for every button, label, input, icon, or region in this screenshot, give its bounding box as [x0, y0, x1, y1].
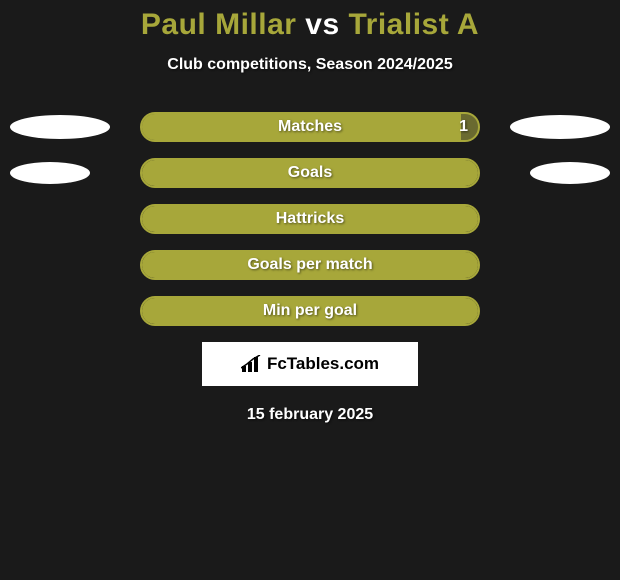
stat-row-min-per-goal: Min per goal: [0, 296, 620, 326]
bar-fill: [142, 160, 478, 186]
player1-marker: [10, 162, 90, 184]
bar-track: Goals per match: [140, 250, 480, 280]
bars-icon: [241, 355, 263, 373]
player1-marker: [10, 115, 110, 139]
stat-row-goals: Goals: [0, 158, 620, 188]
stat-value-right: 1: [459, 118, 468, 136]
bar-fill: [142, 298, 478, 324]
stat-row-matches: Matches 1: [0, 112, 620, 142]
bar-fill: [142, 114, 461, 140]
date-text: 15 february 2025: [0, 406, 620, 424]
player2-name: Trialist A: [349, 8, 480, 41]
logo-text: FcTables.com: [267, 354, 379, 374]
player2-marker: [530, 162, 610, 184]
bar-track: Goals: [140, 158, 480, 188]
bar-fill: [142, 252, 478, 278]
bar-track: Hattricks: [140, 204, 480, 234]
stat-row-goals-per-match: Goals per match: [0, 250, 620, 280]
logo: FcTables.com: [241, 354, 379, 374]
page-title: Paul Millar vs Trialist A: [0, 8, 620, 42]
comparison-chart: Matches 1 Goals Hattricks Goals per: [0, 112, 620, 326]
logo-block: FcTables.com: [202, 342, 418, 386]
bar-fill: [142, 206, 478, 232]
bar-track: Matches 1: [140, 112, 480, 142]
bar-track: Min per goal: [140, 296, 480, 326]
player2-marker: [510, 115, 610, 139]
player1-name: Paul Millar: [141, 8, 297, 41]
subtitle: Club competitions, Season 2024/2025: [0, 56, 620, 74]
stat-row-hattricks: Hattricks: [0, 204, 620, 234]
stats-comparison-card: Paul Millar vs Trialist A Club competiti…: [0, 0, 620, 580]
vs-text: vs: [305, 8, 339, 41]
